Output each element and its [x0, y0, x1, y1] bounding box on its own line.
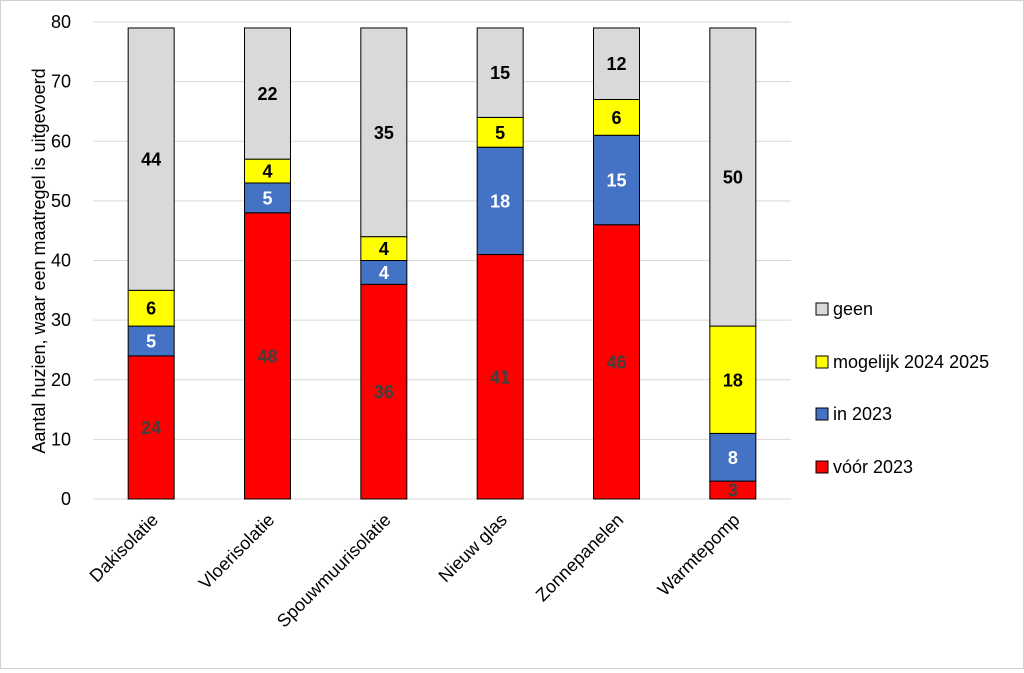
x-tick-label: Vloerisolatie [195, 510, 278, 593]
bar-segment [593, 27, 640, 101]
legend: geen mogelijk 2024 2025 in 2023 vóór 2023 [815, 299, 989, 477]
bar-segment [127, 27, 175, 291]
data-label: 22 [257, 84, 277, 104]
data-label: 6 [611, 108, 621, 128]
x-tick-label: Zonnepanelen [532, 510, 628, 606]
data-label: 5 [146, 331, 156, 351]
data-label: 4 [262, 162, 272, 182]
bar-stack: 46 15 6 12 [593, 27, 640, 500]
bar-segment [593, 224, 640, 500]
data-label: 3 [728, 481, 738, 501]
bar-segment [476, 116, 524, 148]
data-label: 35 [374, 123, 394, 143]
bar-stack: 41 18 5 15 [476, 27, 524, 500]
bar-segment [709, 27, 757, 327]
legend-item: geen [815, 299, 873, 319]
data-label: 44 [141, 150, 161, 170]
bar-segment [593, 99, 640, 136]
x-tick-label: Dakisolatie [86, 510, 162, 586]
bar-segment [476, 146, 524, 256]
data-label: 24 [141, 418, 161, 438]
legend-label: in 2023 [833, 404, 892, 424]
legend-label: mogelijk 2024 2025 [833, 352, 989, 372]
data-label: 4 [379, 263, 389, 283]
legend-label: geen [833, 299, 873, 319]
data-label: 8 [728, 448, 738, 468]
bar-stack: 24 5 6 44 [127, 27, 175, 500]
bar-stack: 36 4 4 35 [360, 27, 408, 500]
bar-segment [244, 182, 291, 214]
legend-item: vóór 2023 [815, 457, 913, 477]
y-tick-label: 70 [51, 72, 71, 92]
bar-segment [244, 212, 291, 500]
data-label: 5 [262, 188, 272, 208]
data-label: 46 [606, 352, 626, 372]
legend-label: vóór 2023 [833, 457, 913, 477]
bar-segment [593, 134, 640, 226]
y-axis-tick-labels: 0 10 20 30 40 50 60 70 80 [51, 12, 71, 509]
y-tick-label: 10 [51, 429, 71, 449]
bar-segment [244, 27, 291, 160]
data-label: 12 [606, 54, 626, 74]
data-label: 50 [723, 168, 743, 188]
data-label: 15 [490, 63, 510, 83]
bar-segment [127, 355, 175, 500]
legend-item: mogelijk 2024 2025 [815, 352, 989, 372]
x-axis-tick-labels: Dakisolatie VloerisolatieSpouwmuurisolati… [86, 510, 744, 632]
bar-stack: 3 8 18 50 [709, 27, 757, 501]
legend-item: in 2023 [815, 404, 892, 424]
legend-swatch [815, 460, 829, 474]
bar-segment [709, 432, 757, 482]
data-label: 6 [146, 299, 156, 319]
bar-segment [476, 27, 524, 118]
data-label: 36 [374, 382, 394, 402]
y-axis-label: Aantal huzien, waar een maatregel is uit… [29, 68, 49, 453]
legend-swatch [815, 355, 829, 369]
bar-segment [360, 283, 408, 500]
x-tick-label: Warmtepomp [654, 510, 744, 600]
data-label: 4 [379, 239, 389, 259]
data-label: 18 [490, 191, 510, 211]
legend-swatch [815, 302, 829, 316]
y-tick-label: 30 [51, 310, 71, 330]
bar-stack: 48 5 4 22 [244, 27, 291, 500]
bar-segment [360, 27, 408, 238]
x-tick-label: Spouwmuurisolatie [273, 510, 395, 632]
x-tick-label: Nieuw glas [435, 510, 511, 586]
bar-segment [127, 325, 175, 357]
y-tick-label: 80 [51, 12, 71, 32]
y-tick-label: 20 [51, 370, 71, 390]
data-label: 41 [490, 367, 510, 387]
y-tick-label: 0 [61, 489, 71, 509]
y-tick-label: 60 [51, 131, 71, 151]
gridlines [93, 21, 791, 500]
y-tick-label: 50 [51, 191, 71, 211]
data-label: 48 [257, 346, 277, 366]
data-label: 15 [606, 171, 626, 191]
data-label: 5 [495, 123, 505, 143]
y-tick-label: 40 [51, 251, 71, 271]
legend-swatch [815, 407, 829, 421]
data-label: 18 [723, 370, 743, 390]
bar-segment [476, 254, 524, 500]
